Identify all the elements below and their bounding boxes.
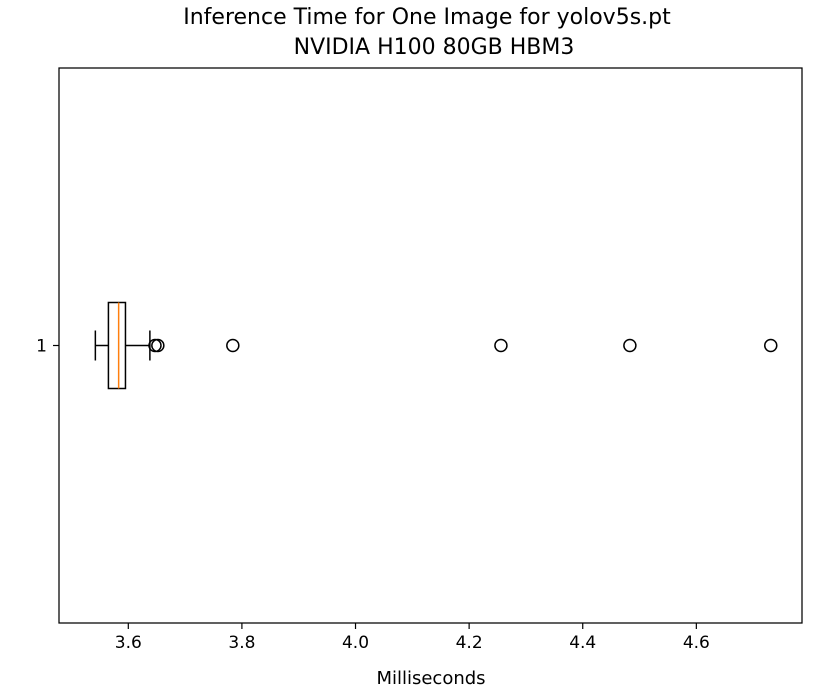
x-tick-label: 4.6 xyxy=(683,633,710,653)
y-tick-label: 1 xyxy=(36,337,47,357)
x-tick-label: 4.2 xyxy=(456,633,483,653)
plot-area xyxy=(58,67,803,624)
box-series xyxy=(94,301,778,390)
x-tick-label: 4.0 xyxy=(342,633,369,653)
chart-title: Inference Time for One Image for yolov5s… xyxy=(183,5,671,30)
outlier-point xyxy=(494,338,508,353)
outlier-point xyxy=(623,338,637,353)
x-tick-label: 3.6 xyxy=(115,633,142,653)
x-axis-label: Milliseconds xyxy=(376,668,485,689)
x-tick-label: 3.8 xyxy=(228,633,255,653)
outlier-point xyxy=(764,338,778,353)
chart-subtitle: NVIDIA H100 80GB HBM3 xyxy=(294,35,575,60)
outlier-point xyxy=(226,338,240,353)
x-axis: 3.6 3.8 4.0 4.2 4.4 4.6 xyxy=(115,623,710,653)
outlier-point xyxy=(151,338,165,353)
x-tick-label: 4.4 xyxy=(569,633,596,653)
iqr-box xyxy=(107,301,127,390)
y-axis: 1 xyxy=(36,337,59,357)
